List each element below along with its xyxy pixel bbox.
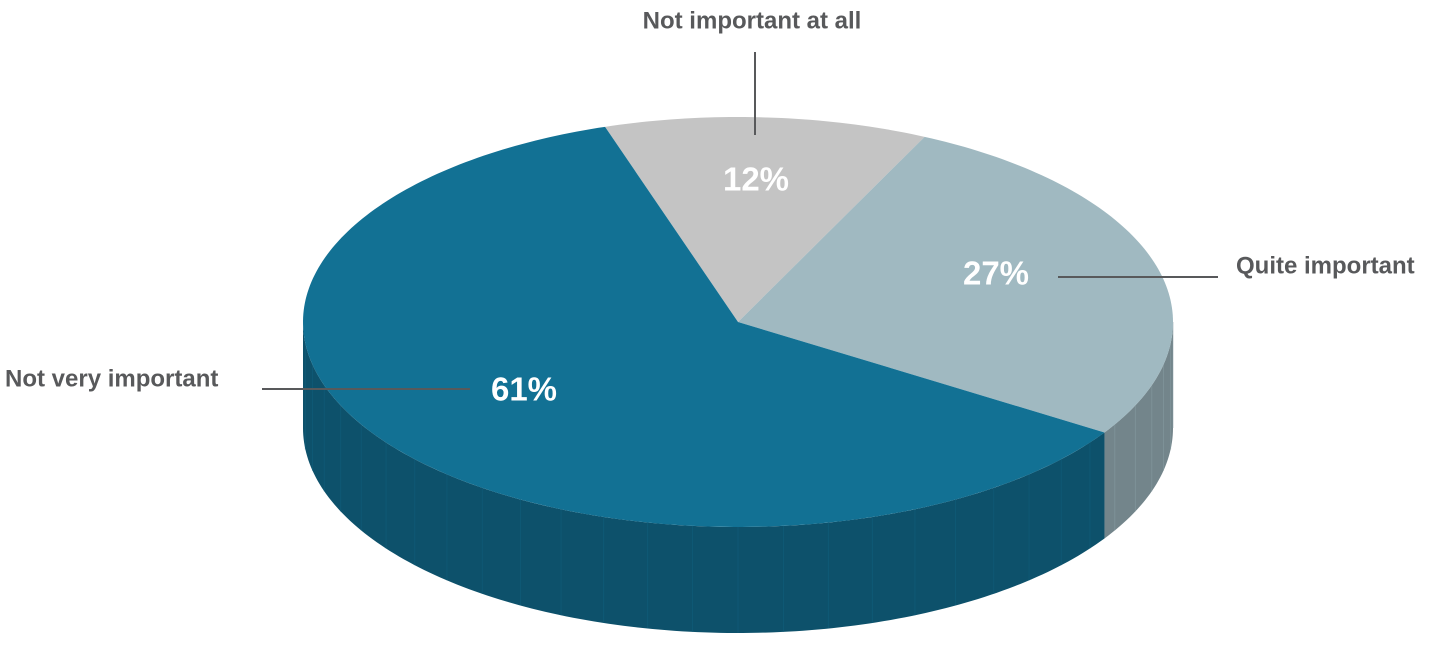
pie-slice <box>303 126 1105 527</box>
value-label: 27% <box>963 255 1029 292</box>
pie-side <box>1104 322 1173 539</box>
category-label: Not very important <box>5 365 218 392</box>
pie-slice <box>738 136 1173 433</box>
value-label: 61% <box>491 371 557 408</box>
pie-side <box>303 322 1105 633</box>
category-label: Quite important <box>1236 252 1415 279</box>
value-label: 12% <box>723 161 789 198</box>
category-label: Not important at all <box>643 7 862 34</box>
pie-slice <box>605 117 925 322</box>
